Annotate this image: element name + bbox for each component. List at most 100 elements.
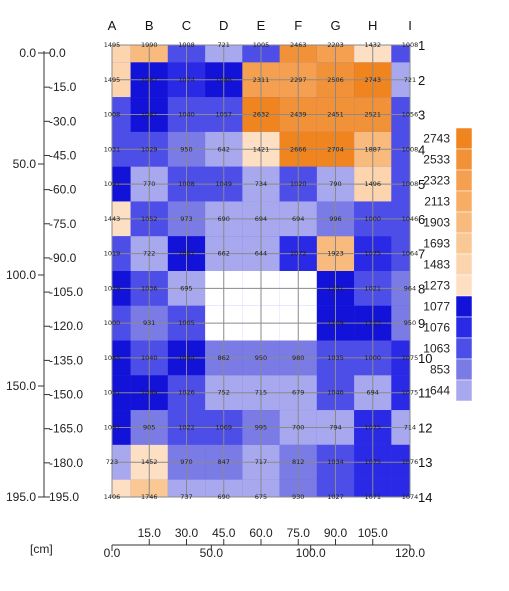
cell-value-label: 1005	[178, 319, 195, 327]
cell-value-label: 1075	[402, 354, 419, 362]
cell-value-label: 2506	[327, 76, 344, 84]
cell-value-label: 1026	[178, 389, 195, 397]
cell-value-label: 1040	[178, 111, 195, 119]
cell-value-label: 1029	[141, 145, 158, 153]
legend-swatch	[455, 169, 473, 192]
row-label: 7	[418, 247, 425, 262]
legend-swatch	[455, 127, 473, 150]
y-axis-tick-label: -30.0	[49, 114, 77, 128]
x-axis-tick-label: 45.0	[212, 526, 236, 540]
cell-value-label: 1496	[364, 180, 381, 188]
cell-value-label: 930	[292, 493, 304, 501]
row-label: 3	[418, 108, 425, 123]
cell-value-label: 995	[255, 423, 267, 431]
cell-value-label: 1091	[104, 180, 121, 188]
row-label: 9	[418, 316, 425, 331]
y-axis-outer-tick-label: 50.0	[13, 157, 37, 171]
cell-value-label: 905	[143, 423, 155, 431]
cell-value-label: 1075	[364, 423, 381, 431]
legend-swatch	[455, 148, 473, 171]
cell-value-label: 1075	[364, 458, 381, 466]
cell-value-label: 1000	[364, 215, 381, 223]
cell-value-label: 1452	[141, 458, 158, 466]
legend-swatch	[455, 337, 473, 360]
cell-value-label: 1406	[104, 493, 121, 501]
y-axis-tick-label: -15.0	[49, 80, 77, 94]
cell-value-label: 644	[255, 250, 267, 258]
cell-value-label: 1923	[327, 250, 344, 258]
cell-value-label: 847	[218, 458, 230, 466]
column-label: B	[145, 18, 154, 33]
row-label: 12	[418, 420, 432, 435]
cell-value-label: 1213	[364, 319, 381, 327]
x-axis-outer-tick-label: 0.0	[104, 546, 121, 560]
cell-value-label: 679	[292, 389, 304, 397]
y-axis-tick-label: -150.0	[49, 388, 83, 402]
cell-value-label: 1990	[141, 41, 158, 49]
cell-value-label: 1008	[104, 111, 121, 119]
heatmap-cell	[391, 45, 410, 63]
legend-label: 1903	[423, 216, 450, 230]
cell-value-label: 770	[143, 180, 155, 188]
legend-swatch	[455, 211, 473, 234]
cell-value-label: 1052	[141, 215, 158, 223]
cell-value-label: 812	[292, 458, 304, 466]
legend-label: 1077	[423, 300, 450, 314]
x-axis-tick-label: 30.0	[175, 526, 199, 540]
cell-value-label: 2743	[364, 76, 381, 84]
cell-value-label: 980	[292, 354, 304, 362]
row-label: 8	[418, 281, 425, 296]
legend-swatch	[455, 274, 473, 297]
cell-value-label: 1019	[104, 250, 121, 258]
cell-value-label: 675	[255, 493, 267, 501]
cell-value-label: 721	[404, 76, 416, 84]
row-label: 2	[418, 73, 425, 88]
cell-value-label: 950	[255, 354, 267, 362]
cell-value-label: 1040	[141, 354, 158, 362]
cell-value-label: 1087	[141, 111, 158, 119]
column-label: F	[294, 18, 302, 33]
cell-value-label: 2704	[327, 145, 344, 153]
legend-label: 1693	[423, 237, 450, 251]
cell-value-label: 1046	[402, 215, 419, 223]
cell-value-label: 1056	[402, 111, 419, 119]
x-axis-tick-label: 60.0	[249, 526, 273, 540]
cell-value-label: 752	[218, 389, 230, 397]
cell-value-label: 1231	[327, 284, 344, 292]
row-label: 6	[418, 212, 425, 227]
cell-value-label: 1020	[290, 180, 307, 188]
cell-value-label: 2451	[327, 111, 344, 119]
legend-swatch	[455, 358, 473, 381]
x-axis-tick-label: 90.0	[324, 526, 348, 540]
cell-value-label: 1036	[141, 284, 158, 292]
cell-value-label: 694	[367, 389, 379, 397]
legend-swatch	[455, 316, 473, 339]
y-axis-tick-label: 0.0	[49, 46, 66, 60]
cell-value-label: 642	[218, 145, 230, 153]
x-axis-tick-label: 105.0	[358, 526, 388, 540]
x-axis-tick-label: 15.0	[138, 526, 162, 540]
cell-value-label: 690	[218, 493, 230, 501]
legend-label: 1063	[423, 342, 450, 356]
y-axis-outer-tick-label: 150.0	[6, 379, 36, 393]
y-axis-outer-tick-label: 0.0	[19, 46, 36, 60]
row-label: 14	[418, 490, 432, 505]
cell-value-label: 1443	[104, 215, 121, 223]
cell-value-label: 2521	[364, 111, 381, 119]
column-label: E	[257, 18, 266, 33]
cell-value-label: 1075	[402, 389, 419, 397]
cell-value-label: 2297	[290, 76, 307, 84]
cell-value-label: 1027	[327, 493, 344, 501]
cell-value-label: 1085	[104, 354, 121, 362]
legend-swatch	[455, 190, 473, 213]
cell-value-label: 1086	[215, 76, 232, 84]
cell-value-label: 996	[329, 215, 341, 223]
y-axis-outer-tick-label: 100.0	[6, 268, 36, 282]
legend-swatch	[455, 232, 473, 255]
cell-value-label: 1074	[402, 493, 419, 501]
cell-value-label: 931	[143, 319, 155, 327]
legend-label: 2743	[423, 132, 450, 146]
cell-value-label: 1071	[364, 493, 381, 501]
legend-label: 644	[430, 384, 450, 398]
heatmap-cell	[391, 479, 410, 497]
